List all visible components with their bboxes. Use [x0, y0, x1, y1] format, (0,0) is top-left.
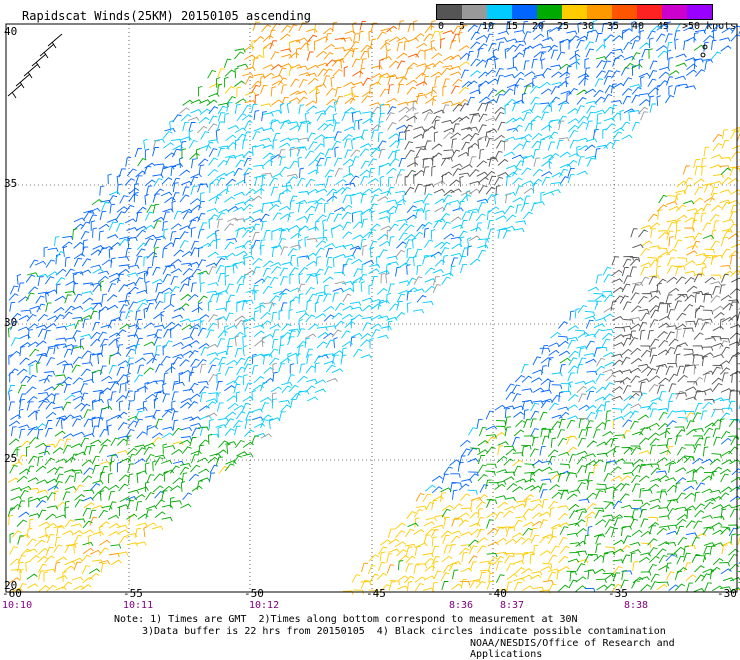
lon-label-45: -45 [366, 587, 386, 600]
legend-swatch [662, 5, 687, 19]
map-frame [5, 23, 738, 593]
legend-swatch [487, 5, 512, 19]
sample-barbs [7, 33, 63, 99]
legend-swatch [537, 5, 562, 19]
legend-swatch [562, 5, 587, 19]
lon-label-60: -60 [2, 587, 22, 600]
time-label: 8:37 [500, 600, 525, 611]
legend-swatch [687, 5, 712, 19]
legend-label: 0 [438, 21, 445, 32]
lat-label-30: 30 [4, 316, 18, 329]
time-label: 8:38 [624, 600, 649, 611]
legend-swatch [637, 5, 662, 19]
legend-label: 15 [506, 21, 519, 32]
legend-label: 10 [482, 21, 495, 32]
lon-label-40: -40 [487, 587, 507, 600]
note-line-1: Note: 1) Times are GMT 2)Times along bot… [114, 614, 578, 625]
legend-swatch [437, 5, 462, 19]
notes: Note: 1) Times are GMT 2)Times along bot… [114, 614, 666, 638]
contamination-circle [700, 44, 708, 58]
time-label: 10:11 [123, 600, 154, 611]
note-line-2: 3)Data buffer is 22 hrs from 20150105 4)… [142, 626, 666, 637]
legend-color-bar [436, 4, 713, 20]
wind-barb-group [7, 20, 740, 495]
lat-label-20: 20 [4, 579, 18, 592]
lat-lon-grid [6, 24, 737, 592]
wind-barb-group [7, 44, 740, 593]
legend-label: 5 [459, 21, 466, 32]
lat-label-25: 25 [4, 452, 18, 465]
lon-label-35: -35 [608, 587, 628, 600]
wind-barb-group [9, 20, 740, 586]
wind-map [5, 20, 740, 595]
map-title: Rapidscat Winds(25KM) 20150105 ascending [22, 9, 311, 23]
legend-label: 45 [657, 21, 670, 32]
lon-label-55: -55 [123, 587, 143, 600]
legend-swatch [612, 5, 637, 19]
legend-swatch [512, 5, 537, 19]
wind-barb-group [8, 20, 740, 593]
legend-swatch [462, 5, 487, 19]
time-label: 10:10 [2, 600, 33, 611]
lon-label-50: -50 [244, 587, 264, 600]
wind-barb-group [251, 20, 460, 105]
lat-label-35: 35 [4, 177, 18, 190]
legend-swatch [587, 5, 612, 19]
time-label: 10:12 [249, 600, 280, 611]
legend-label: 30 [582, 21, 595, 32]
legend-label: 20 [532, 21, 545, 32]
time-label: 8:36 [449, 600, 474, 611]
wind-barb-group [152, 100, 740, 439]
legend-label: 40 [632, 21, 645, 32]
lat-label-40: 40 [4, 25, 18, 38]
wind-speed-legend: 0 5 10 15 20 25 30 35 40 45 >50 knots [436, 4, 736, 34]
wind-barbs [7, 20, 740, 595]
legend-label: 25 [557, 21, 570, 32]
credit: NOAA/NESDIS/Office of Research and Appli… [470, 638, 675, 660]
legend-label: >50 knots [682, 21, 737, 32]
wind-barb-group [403, 102, 740, 404]
lon-label-30: -30 [717, 587, 737, 600]
